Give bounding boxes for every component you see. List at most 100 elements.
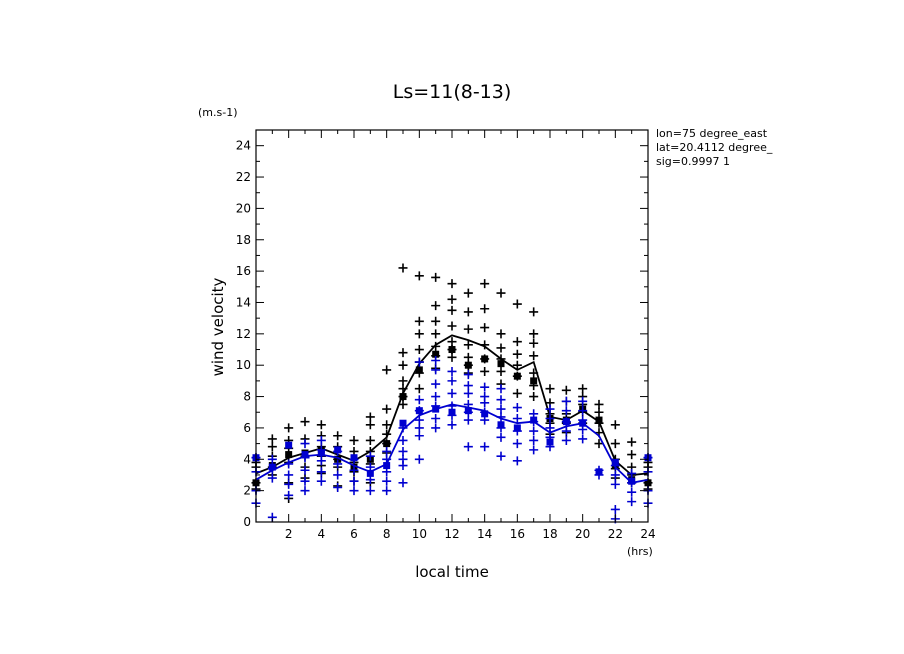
data-point (349, 476, 359, 486)
data-point (447, 279, 457, 289)
data-point (561, 406, 571, 416)
data-point (610, 420, 620, 430)
data-point (365, 486, 375, 496)
data-point (627, 437, 637, 447)
data-point (398, 446, 408, 456)
data-point (382, 486, 392, 496)
data-point (316, 467, 326, 477)
data-point (267, 454, 277, 464)
data-point (300, 486, 310, 496)
data-point (512, 403, 522, 413)
data-point (267, 434, 277, 444)
axes: 2 4 6 8 10 12 14 16 18 20 22 2402468101214161820222… (236, 129, 656, 541)
annotation-lat: lat=20.4112 degree_ (656, 141, 773, 154)
data-point (480, 323, 490, 333)
mean-marker (579, 419, 587, 427)
data-point (512, 388, 522, 398)
data-point (382, 476, 392, 486)
data-point (316, 456, 326, 466)
data-point (431, 301, 441, 311)
data-point (349, 486, 359, 496)
data-point (512, 349, 522, 359)
x-tick-label: 18 (542, 527, 557, 541)
data-point (398, 376, 408, 386)
data-point (447, 366, 457, 376)
y-tick-label: 18 (236, 233, 251, 247)
data-point (480, 304, 490, 314)
data-point (414, 454, 424, 464)
mean-marker (595, 468, 603, 476)
data-point (610, 479, 620, 489)
data-point (414, 415, 424, 425)
y-tick-label: 20 (236, 201, 251, 215)
chart-title: Ls=11(8-13) (393, 81, 512, 103)
data-point (529, 307, 539, 317)
data-point (480, 392, 490, 402)
mean-marker (513, 372, 521, 380)
data-point (349, 465, 359, 475)
data-point (333, 470, 343, 480)
data-point (496, 329, 506, 339)
data-point (594, 407, 604, 417)
data-point (284, 423, 294, 433)
data-point (414, 395, 424, 405)
data-point (447, 420, 457, 430)
data-point (529, 338, 539, 348)
data-point (431, 365, 441, 375)
x-unit-label: (hrs) (627, 545, 653, 558)
mean-marker (497, 360, 505, 368)
data-point (529, 435, 539, 445)
mean-marker (399, 419, 407, 427)
mean-marker (464, 407, 472, 415)
data-point (431, 392, 441, 402)
annotation-sig: sig=0.9997 1 (656, 155, 730, 168)
data-point (463, 324, 473, 334)
data-point (610, 504, 620, 514)
data-point (480, 382, 490, 392)
mean-marker (448, 408, 456, 416)
data-point (627, 487, 637, 497)
data-point (398, 435, 408, 445)
x-tick-label: 4 (318, 527, 326, 541)
data-point (545, 404, 555, 414)
data-point (529, 445, 539, 455)
mean-marker (464, 361, 472, 369)
data-point (398, 399, 408, 409)
data-point (431, 414, 441, 424)
mean-marker (399, 393, 407, 401)
y-tick-label: 10 (236, 358, 251, 372)
data-point (561, 396, 571, 406)
data-point (496, 432, 506, 442)
data-point (447, 321, 457, 331)
data-point (463, 352, 473, 362)
data-point (578, 384, 588, 394)
data-point (333, 459, 343, 469)
data-point (512, 299, 522, 309)
data-point (463, 388, 473, 398)
x-tick-label: 10 (412, 527, 427, 541)
data-point (480, 366, 490, 376)
mean-marker (415, 407, 423, 415)
mean-marker (481, 355, 489, 363)
data-point (316, 420, 326, 430)
data-point (545, 414, 555, 424)
data-point (447, 352, 457, 362)
y-tick-label: 4 (243, 452, 251, 466)
data-point (267, 473, 277, 483)
y-tick-label: 16 (236, 264, 251, 278)
mean-marker (546, 438, 554, 446)
data-point (316, 435, 326, 445)
data-point (561, 435, 571, 445)
data-point (431, 423, 441, 433)
data-point (447, 388, 457, 398)
mean-marker (530, 377, 538, 385)
data-point (398, 348, 408, 358)
y-tick-label: 12 (236, 327, 251, 341)
data-point (496, 366, 506, 376)
mean-marker (350, 454, 358, 462)
data-point (447, 305, 457, 315)
data-point (284, 470, 294, 480)
data-point (382, 446, 392, 456)
mean-marker (628, 477, 636, 485)
mean-marker (268, 463, 276, 471)
